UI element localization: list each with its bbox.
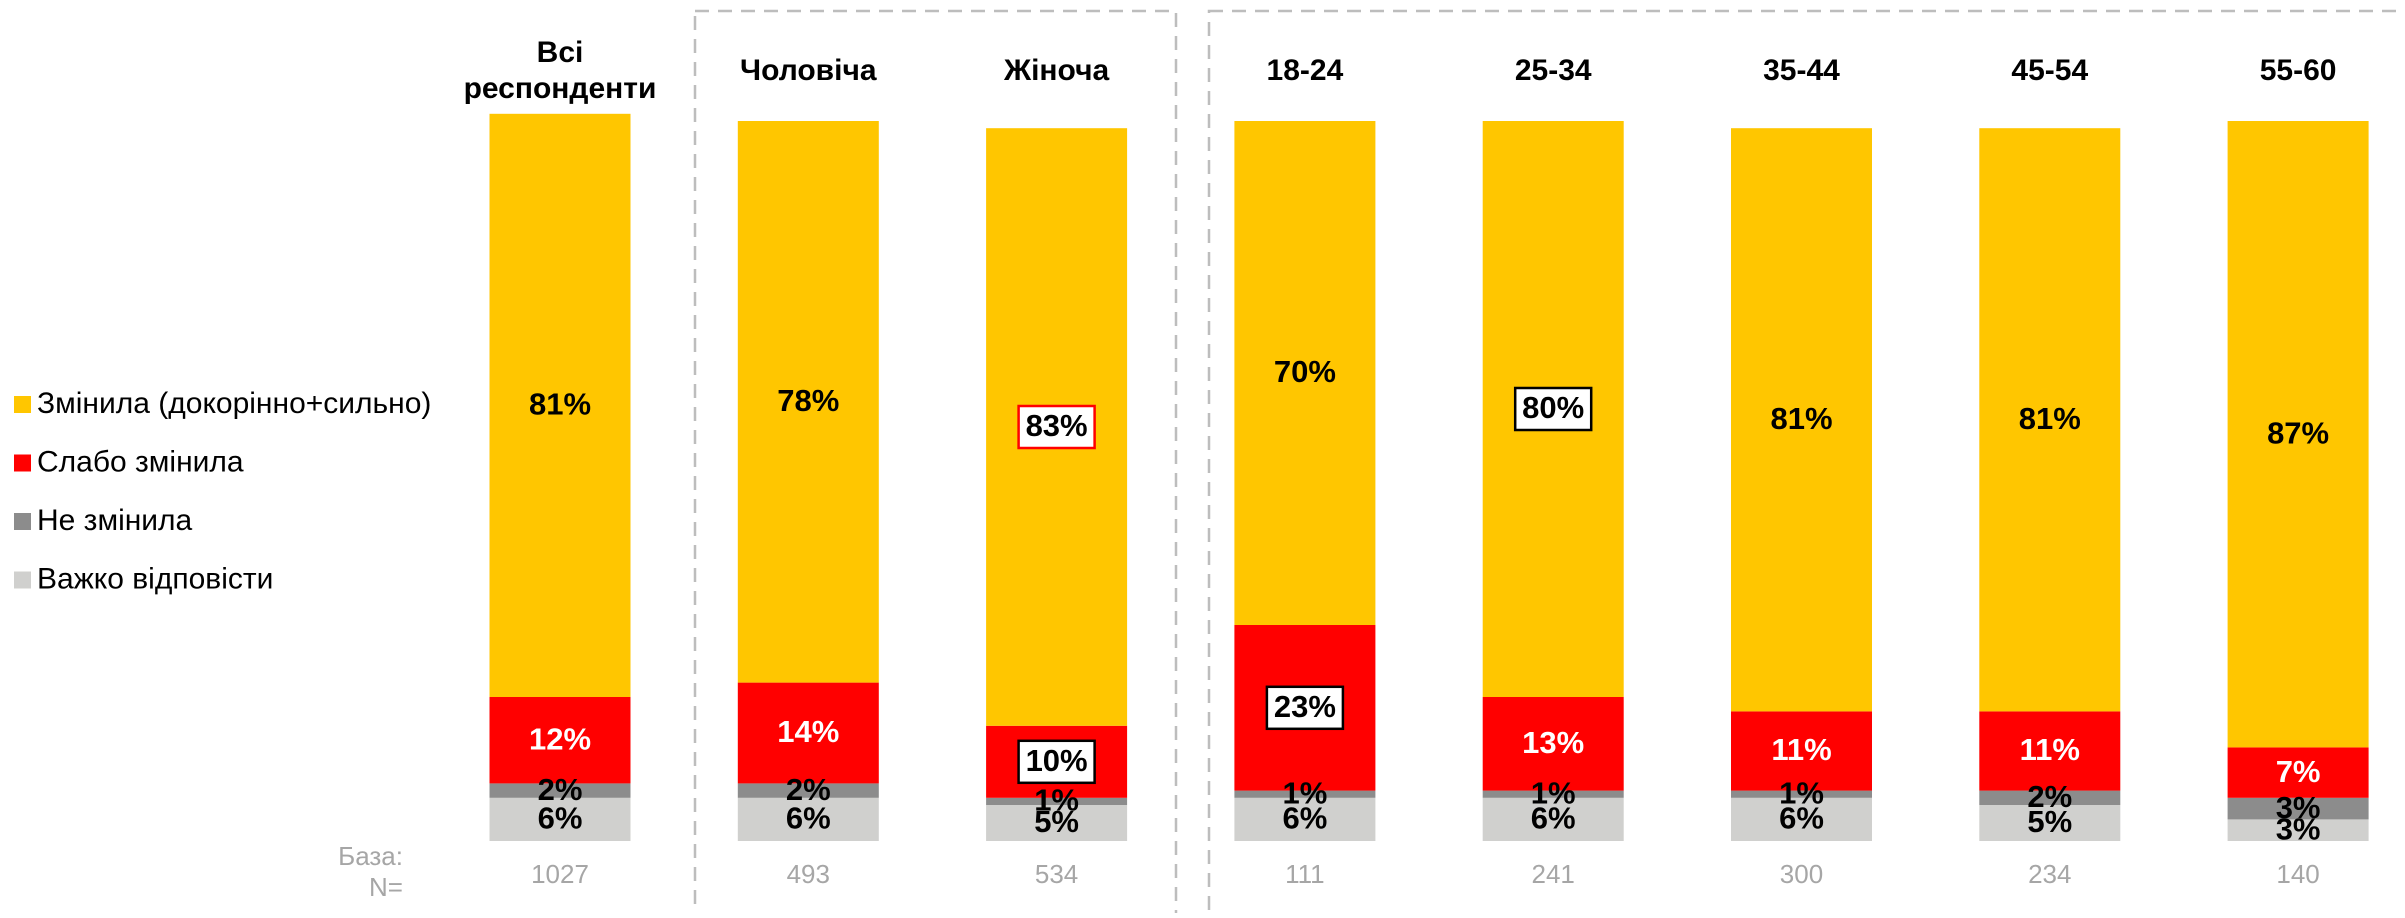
legend-label: Важко відповісти [37,562,273,595]
bar-segment [2227,797,2369,820]
bar-segment [1731,790,1872,798]
label-box [1265,685,1345,731]
bar-segment [489,797,631,841]
legend-swatch [14,396,31,413]
value-label: 80% [1522,390,1584,425]
category-label: 18-24 [1267,54,1344,87]
label-box [1513,386,1593,432]
category-label: 25-34 [1515,54,1592,87]
bar-segment [737,121,879,683]
value-label: 1% [1531,775,1576,810]
base-n: 234 [2028,859,2071,889]
category-label: 55-60 [2260,54,2337,87]
category-label: Всі респонденти [464,36,657,105]
value-label: 81% [1770,401,1832,436]
base-n: 493 [787,859,830,889]
bar-segment [737,682,879,784]
value-label: 10% [1026,743,1088,778]
value-label: 6% [786,801,831,836]
value-label: 13% [1522,725,1584,760]
value-label: 7% [2276,754,2321,789]
bar-segment [1482,697,1624,791]
base-n: 140 [2276,859,2319,889]
category-label: Чоловіча [740,54,877,87]
bar-segment [737,797,879,841]
category-label: 35-44 [1763,54,1840,87]
value-label: 14% [777,714,839,749]
value-label: 87% [2267,415,2329,450]
bar-segment [1234,790,1376,798]
group-frame [1207,9,2405,918]
legend-swatch [14,513,31,530]
base-label: База: [338,841,403,871]
bar-segment [986,797,1128,805]
base-n: 111 [1285,859,1325,889]
bar-segment [986,805,1128,841]
legend-label: Слабо змінила [37,445,244,478]
value-label: 1% [1282,775,1327,810]
bar-segment [2227,819,2369,841]
base-label: N= [369,872,403,902]
base-n: 1027 [531,859,589,889]
value-label: 2% [2027,779,2072,814]
bar-segment [1979,128,2121,712]
label-box [1017,739,1096,785]
base-n: 534 [1035,859,1078,889]
bar-segment [489,783,631,798]
value-label: 23% [1274,689,1336,724]
value-label: 5% [1034,804,1079,839]
bar-segment [1731,711,1872,791]
value-label: 70% [1274,354,1336,389]
legend-swatch [14,571,31,589]
value-label: 3% [2276,811,2321,846]
value-label: 78% [777,383,839,418]
base-n: 300 [1780,859,1823,889]
value-label: 81% [2019,401,2081,436]
bar-segment [489,697,631,784]
value-label: 6% [1531,801,1576,836]
legend-swatch [14,454,31,472]
value-label: 6% [538,801,583,836]
bar-segment [489,113,631,698]
bar-segment [1979,790,2121,805]
bar-segment [1979,805,2121,841]
group-frame [693,9,1178,918]
legend-label: Не змінила [37,504,193,537]
value-label: 1% [1034,783,1079,818]
value-label: 12% [529,721,591,756]
bar-segment [737,783,879,798]
label-box [1017,404,1096,450]
value-label: 1% [1779,775,1824,810]
value-label: 2% [786,772,831,807]
bar-segment [1731,128,1872,712]
bar-segment [1234,797,1376,841]
bar-segment [1234,121,1376,625]
bar-segment [2227,121,2369,748]
value-label: 6% [1779,801,1824,836]
bar-segment [1482,797,1624,841]
bar-segment [1731,797,1872,841]
category-label: Жіноча [1003,54,1110,87]
value-label: 3% [2276,790,2321,825]
value-label: 2% [538,772,583,807]
value-label: 11% [1771,732,1831,767]
category-label: 45-54 [2011,54,2088,87]
value-label: 6% [1282,801,1327,836]
bar-segment [1979,711,2121,791]
value-label: 81% [529,387,591,422]
bar-segment [1482,790,1624,798]
value-label: 83% [1026,408,1088,443]
base-n: 241 [1532,859,1575,889]
legend-label: Змінила (докорінно+сильно) [37,387,431,420]
bar-segment [2227,747,2369,798]
value-label: 11% [2020,732,2080,767]
value-label: 5% [2027,804,2072,839]
